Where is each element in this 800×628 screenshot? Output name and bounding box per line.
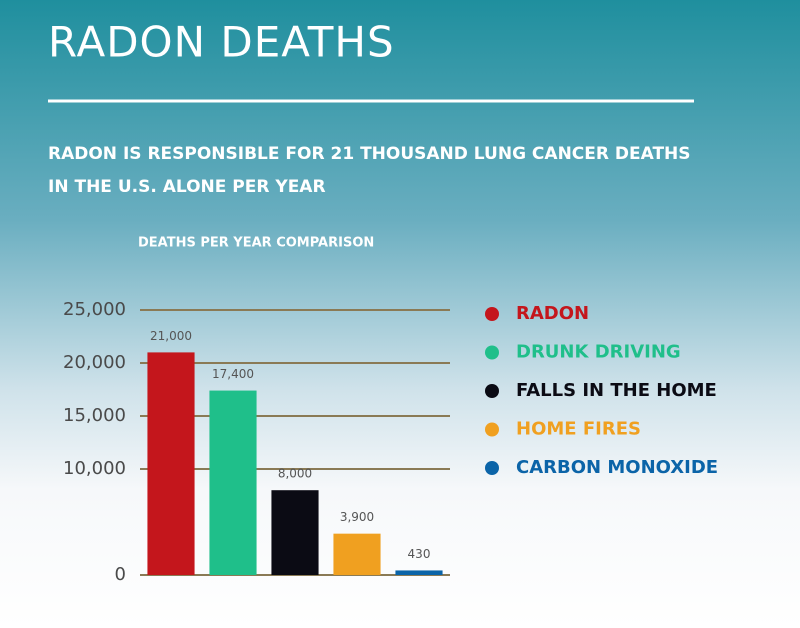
value-label: 8,000 xyxy=(278,467,312,481)
value-label: 21,000 xyxy=(150,329,192,343)
bar xyxy=(147,352,195,575)
legend-label: CARBON MONOXIDE xyxy=(516,457,718,478)
legend-marker xyxy=(485,422,499,437)
legend-label: FALLS IN THE HOME xyxy=(516,380,717,401)
y-tick-label: 0 xyxy=(115,564,126,585)
legend-marker xyxy=(485,461,499,475)
legend-label: DRUNK DRIVING xyxy=(516,342,681,363)
chart-title: DEATHS PER YEAR COMPARISON xyxy=(138,236,374,251)
subtitle-line: IN THE U.S. ALONE PER YEAR xyxy=(48,177,326,197)
legend-label: RADON xyxy=(516,303,589,324)
legend-marker xyxy=(485,384,499,398)
value-label: 3,900 xyxy=(340,510,374,524)
bar xyxy=(333,533,381,575)
bar xyxy=(395,570,443,575)
legend-marker xyxy=(485,307,499,321)
legend-label: HOME FIRES xyxy=(516,419,641,440)
y-tick-label: 10,000 xyxy=(63,458,126,479)
value-label: 17,400 xyxy=(212,367,254,381)
legend-marker xyxy=(485,345,499,360)
subtitle-line: RADON IS RESPONSIBLE FOR 21 THOUSAND LUN… xyxy=(48,144,691,164)
y-tick-label: 25,000 xyxy=(63,299,126,320)
y-tick-label: 20,000 xyxy=(63,352,126,373)
value-label: 430 xyxy=(408,547,431,561)
page-title: RADON DEATHS xyxy=(48,18,395,67)
bar xyxy=(271,490,319,575)
bar xyxy=(209,390,257,575)
y-tick-label: 15,000 xyxy=(63,405,126,426)
